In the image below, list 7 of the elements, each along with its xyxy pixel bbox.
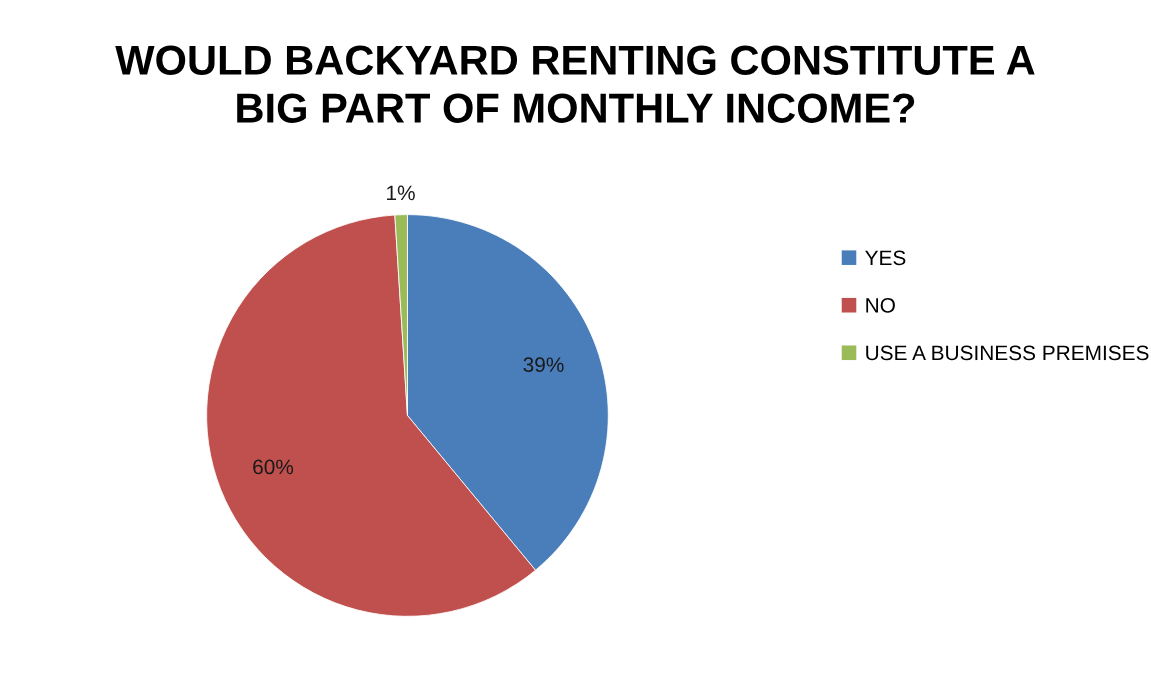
legend-label: USE A BUSINESS PREMISES [866, 345, 1149, 361]
data-label: 60% [253, 459, 294, 475]
chart-title: WOULD BACKYARD RENTING CONSTITUTE A BIG PART OF MONTHLY INCOME? [115, 45, 1035, 123]
data-label: 1% [387, 185, 415, 201]
data-label: 39% [523, 357, 564, 373]
legend-label: NO [866, 297, 895, 313]
legend-label: YES [865, 250, 906, 266]
